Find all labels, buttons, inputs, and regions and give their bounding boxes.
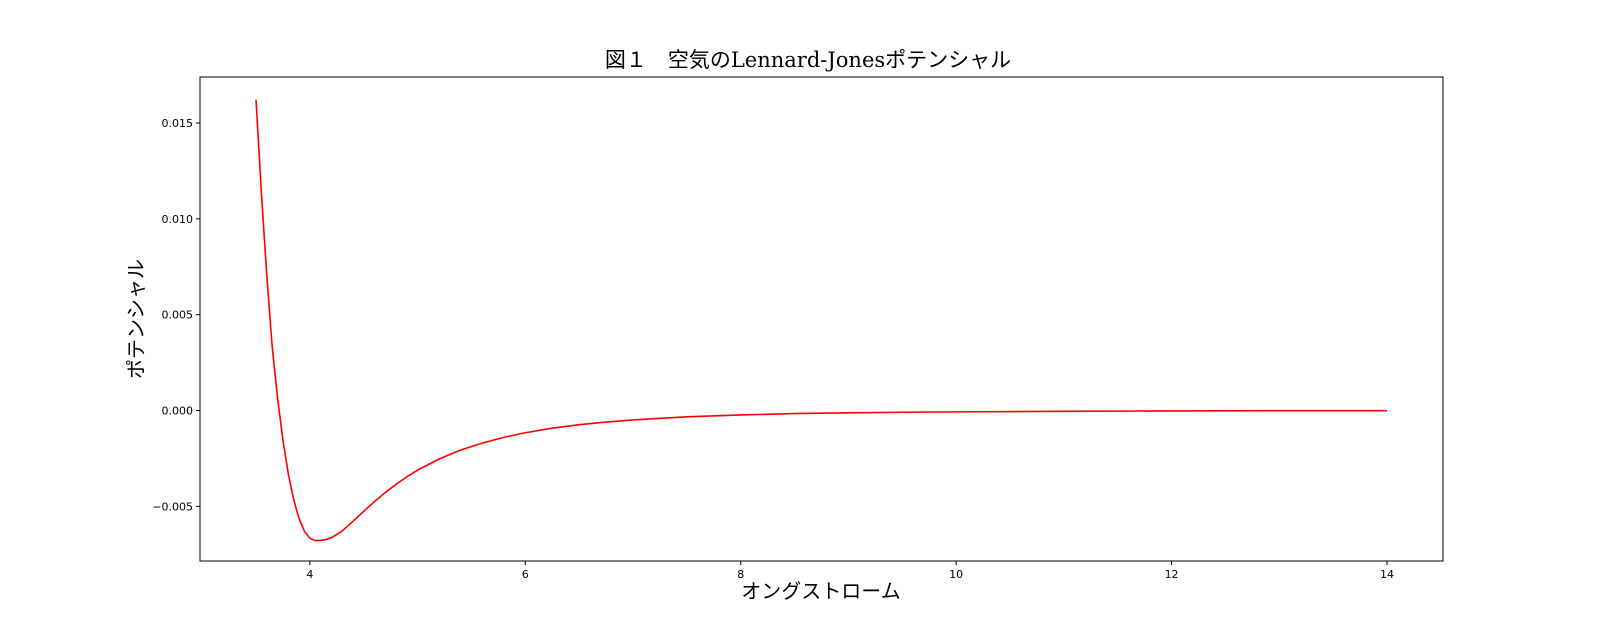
y-tick-label: 0.010 — [162, 213, 194, 226]
potential-curve-line — [255, 99, 1387, 542]
y-tick-label: 0.015 — [162, 117, 194, 130]
x-tick-label: 14 — [1380, 568, 1394, 581]
y-tick-label: −0.005 — [152, 500, 193, 513]
axes-frame — [199, 76, 1444, 562]
y-tick-label: 0.000 — [162, 405, 194, 418]
x-tick-label: 8 — [737, 568, 744, 581]
x-axis-label: オングストローム — [741, 579, 900, 603]
chart-title: 図１ 空気のLennard-Jonesポテンシャル — [605, 48, 1011, 72]
y-axis-label: ポテンシャル — [124, 259, 148, 379]
x-tick-label: 6 — [522, 568, 529, 581]
x-tick-label: 4 — [306, 568, 313, 581]
x-tick-label: 10 — [949, 568, 963, 581]
axis-ticks: 4 6 8 10 12 14 −0.005 0.000 0.005 0.010 0.015 — [152, 117, 1394, 581]
plot-area — [255, 99, 1387, 542]
x-tick-label: 12 — [1165, 568, 1179, 581]
y-tick-label: 0.005 — [162, 309, 194, 322]
